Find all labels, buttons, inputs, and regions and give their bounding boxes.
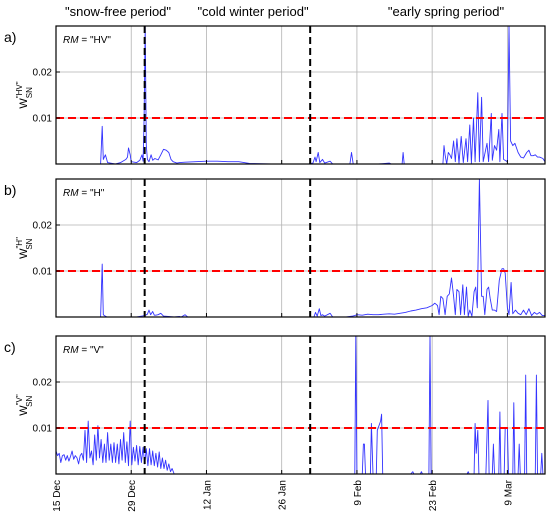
y-axis-label: W"V"SN <box>15 394 34 416</box>
x-tick-label: 15 Dec <box>52 480 63 512</box>
y-label-base: W <box>18 98 30 109</box>
panel-frame <box>55 178 546 318</box>
panel-letter: b) <box>4 182 16 198</box>
y-label-superscript: "V" <box>15 394 24 405</box>
series-line <box>56 336 545 474</box>
panels: 0.010.02a) RM = "HV"W"HV"SN0.010.02b) RM =… <box>4 25 546 475</box>
rm-symbol: RM <box>63 188 79 199</box>
y-label-subscript: SN <box>25 238 34 249</box>
panel-3: 0.01 0.02 c) RM = "V" W"V"SN <box>4 335 546 475</box>
panel-2: 0.01 0.02 b) RM = "H" W"H"SN <box>4 178 546 318</box>
rm-annotation: RM = "H" <box>63 188 105 199</box>
panel-frame <box>55 25 546 165</box>
rm-value: = "H" <box>79 188 105 199</box>
panel-1: 0.01 0.02 a) RM = "HV" W"HV"SN <box>4 25 546 165</box>
panel-letter: c) <box>4 339 16 355</box>
series-line <box>56 26 545 164</box>
y-tick-label: 0.01 <box>33 114 53 125</box>
x-tick-label: 26 Jan <box>278 480 289 510</box>
y-label-subscript: SN <box>25 87 34 98</box>
x-tick-label: 12 Jan <box>202 480 213 510</box>
x-tick-label: 23 Feb <box>428 480 439 512</box>
x-tick-label: 29 Dec <box>127 480 138 512</box>
y-label-base: W <box>18 405 30 416</box>
rm-symbol: RM <box>63 35 79 46</box>
rm-annotation: RM = "HV" <box>63 35 111 46</box>
y-label-base: W <box>18 248 30 259</box>
x-axis: 15 Dec 29 Dec 12 Jan 26 Jan 9 Feb 23 Feb 9 Mar <box>52 479 514 511</box>
rm-value: = "V" <box>79 345 105 356</box>
y-tick-label: 0.02 <box>33 221 53 232</box>
panel-letter: a) <box>4 29 16 45</box>
period-label-early-spring: "early spring period" <box>388 4 505 19</box>
period-label-cold-winter: "cold winter period" <box>197 4 309 19</box>
y-label-superscript: "H" <box>15 237 24 249</box>
y-axis-label: W"HV"SN <box>15 81 34 108</box>
x-tick-label: 9 Mar <box>503 479 514 505</box>
rm-symbol: RM <box>63 345 79 356</box>
x-tick-label: 9 Feb <box>353 480 364 506</box>
panel-frame <box>55 335 546 475</box>
y-tick-label: 0.02 <box>33 68 53 79</box>
y-label-subscript: SN <box>25 396 34 407</box>
y-tick-label: 0.01 <box>33 424 53 435</box>
period-label-snow-free: "snow-free period" <box>65 4 171 19</box>
period-labels: "snow-free period" "cold winter period" … <box>65 4 504 19</box>
y-label-superscript: "HV" <box>15 81 24 98</box>
y-tick-label: 0.02 <box>33 378 53 389</box>
y-tick-label: 0.01 <box>33 267 53 278</box>
series-line <box>56 179 545 317</box>
rm-value: = "HV" <box>79 35 112 46</box>
rm-annotation: RM = "V" <box>63 345 104 356</box>
y-axis-label: W"H"SN <box>15 237 34 259</box>
